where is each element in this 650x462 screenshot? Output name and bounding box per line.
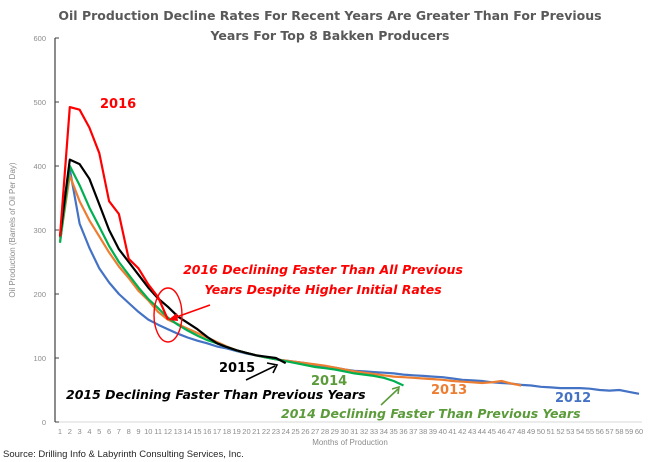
x-tick-label: 40: [439, 427, 447, 436]
x-tick-label: 34: [380, 427, 388, 436]
x-tick-label: 6: [107, 427, 111, 436]
callout-2016-line-1: 2016 Declining Faster Than All Previous: [183, 262, 463, 277]
x-tick-label: 12: [164, 427, 172, 436]
x-tick-label: 1: [58, 427, 62, 436]
x-tick-label: 56: [596, 427, 604, 436]
callout-2014-text: 2014 Declining Faster Than Previous Year…: [281, 406, 581, 421]
x-tick-label: 18: [223, 427, 231, 436]
callout-2016-line-2: Years Despite Higher Initial Rates: [204, 282, 441, 297]
callout-2015-arrow: [245, 365, 276, 381]
callout-2015-arrowhead: [266, 362, 279, 374]
callout-2015-text: 2015 Declining Faster Than Previous Year…: [66, 387, 366, 402]
x-tick-label: 27: [311, 427, 319, 436]
series-line-2013: [58, 174, 522, 387]
series-line-2015: [58, 158, 287, 365]
label-2013: 2013: [431, 383, 467, 398]
x-tick-label: 8: [127, 427, 131, 436]
y-tick-label: 600: [33, 34, 46, 43]
x-tick-label: 59: [625, 427, 633, 436]
x-tick-label: 2: [68, 427, 72, 436]
series-line-2016: [58, 105, 169, 321]
x-tick-label: 4: [87, 427, 91, 436]
x-tick-label: 47: [507, 427, 515, 436]
x-tick-label: 17: [213, 427, 221, 436]
x-tick-label: 24: [282, 427, 290, 436]
x-tick-label: 32: [360, 427, 368, 436]
y-axis-label: Oil Production (Barrels of Oil Per Day): [8, 162, 17, 297]
x-ticks: 1 2 3 4 5 6 7 8 9 10 11 12 13 14 15 16 17 18 19 20 21 22 23 24 2…: [58, 427, 643, 436]
x-tick-label: 54: [576, 427, 584, 436]
x-tick-label: 50: [537, 427, 545, 436]
y-tick-label: 400: [33, 162, 46, 171]
x-tick-label: 57: [605, 427, 613, 436]
x-tick-label: 22: [262, 427, 270, 436]
x-tick-label: 46: [497, 427, 505, 436]
x-tick-label: 26: [301, 427, 309, 436]
x-tick-label: 45: [488, 427, 496, 436]
x-tick-label: 3: [78, 427, 82, 436]
x-tick-label: 35: [389, 427, 397, 436]
x-tick-label: 42: [458, 427, 466, 436]
x-tick-label: 53: [566, 427, 574, 436]
x-tick-label: 16: [203, 427, 211, 436]
x-tick-label: 60: [635, 427, 643, 436]
y-tick-label: 500: [33, 98, 46, 107]
x-tick-label: 33: [370, 427, 378, 436]
y-ticks: 0 100 200 300 400 500 600: [33, 34, 59, 427]
callout-2016-arrowhead: [168, 313, 178, 321]
x-tick-label: 9: [136, 427, 140, 436]
x-tick-label: 52: [556, 427, 564, 436]
x-tick-label: 38: [419, 427, 427, 436]
x-tick-label: 21: [252, 427, 260, 436]
x-tick-label: 55: [586, 427, 594, 436]
x-tick-label: 19: [232, 427, 240, 436]
x-tick-label: 43: [468, 427, 476, 436]
callout-2014-arrowhead: [391, 385, 400, 395]
x-tick-label: 44: [478, 427, 486, 436]
x-tick-label: 48: [517, 427, 525, 436]
x-tick-label: 7: [117, 427, 121, 436]
x-tick-label: 23: [272, 427, 280, 436]
label-2015: 2015: [219, 361, 255, 376]
x-tick-label: 41: [448, 427, 456, 436]
x-tick-label: 15: [193, 427, 201, 436]
y-tick-label: 100: [33, 354, 46, 363]
x-axis-label: Months of Production: [312, 438, 388, 447]
x-tick-label: 37: [409, 427, 417, 436]
label-2012: 2012: [555, 391, 591, 406]
y-tick-label: 0: [42, 418, 46, 427]
chart-title-line-2: Years For Top 8 Bakken Producers: [210, 28, 450, 43]
x-tick-label: 31: [350, 427, 358, 436]
x-tick-label: 36: [399, 427, 407, 436]
x-tick-label: 49: [527, 427, 535, 436]
y-tick-label: 200: [33, 290, 46, 299]
x-tick-label: 29: [331, 427, 339, 436]
x-tick-label: 58: [615, 427, 623, 436]
x-tick-label: 5: [97, 427, 101, 436]
x-tick-label: 51: [547, 427, 555, 436]
x-tick-label: 10: [144, 427, 152, 436]
callout-2016-arrow: [170, 304, 211, 320]
callout-2014-arrow: [380, 388, 399, 406]
x-tick-label: 28: [321, 427, 329, 436]
label-2014: 2014: [311, 374, 347, 389]
label-2016: 2016: [100, 97, 136, 112]
y-tick-label: 300: [33, 226, 46, 235]
x-tick-label: 14: [183, 427, 191, 436]
x-tick-label: 39: [429, 427, 437, 436]
x-tick-label: 25: [291, 427, 299, 436]
x-tick-label: 30: [340, 427, 348, 436]
x-tick-label: 11: [154, 427, 162, 436]
chart-title-line-1: Oil Production Decline Rates For Recent …: [58, 8, 601, 23]
source-note: Source: Drilling Info & Labyrinth Consul…: [3, 449, 244, 460]
series-group: [58, 105, 640, 395]
x-tick-label: 13: [174, 427, 182, 436]
x-tick-label: 20: [242, 427, 250, 436]
